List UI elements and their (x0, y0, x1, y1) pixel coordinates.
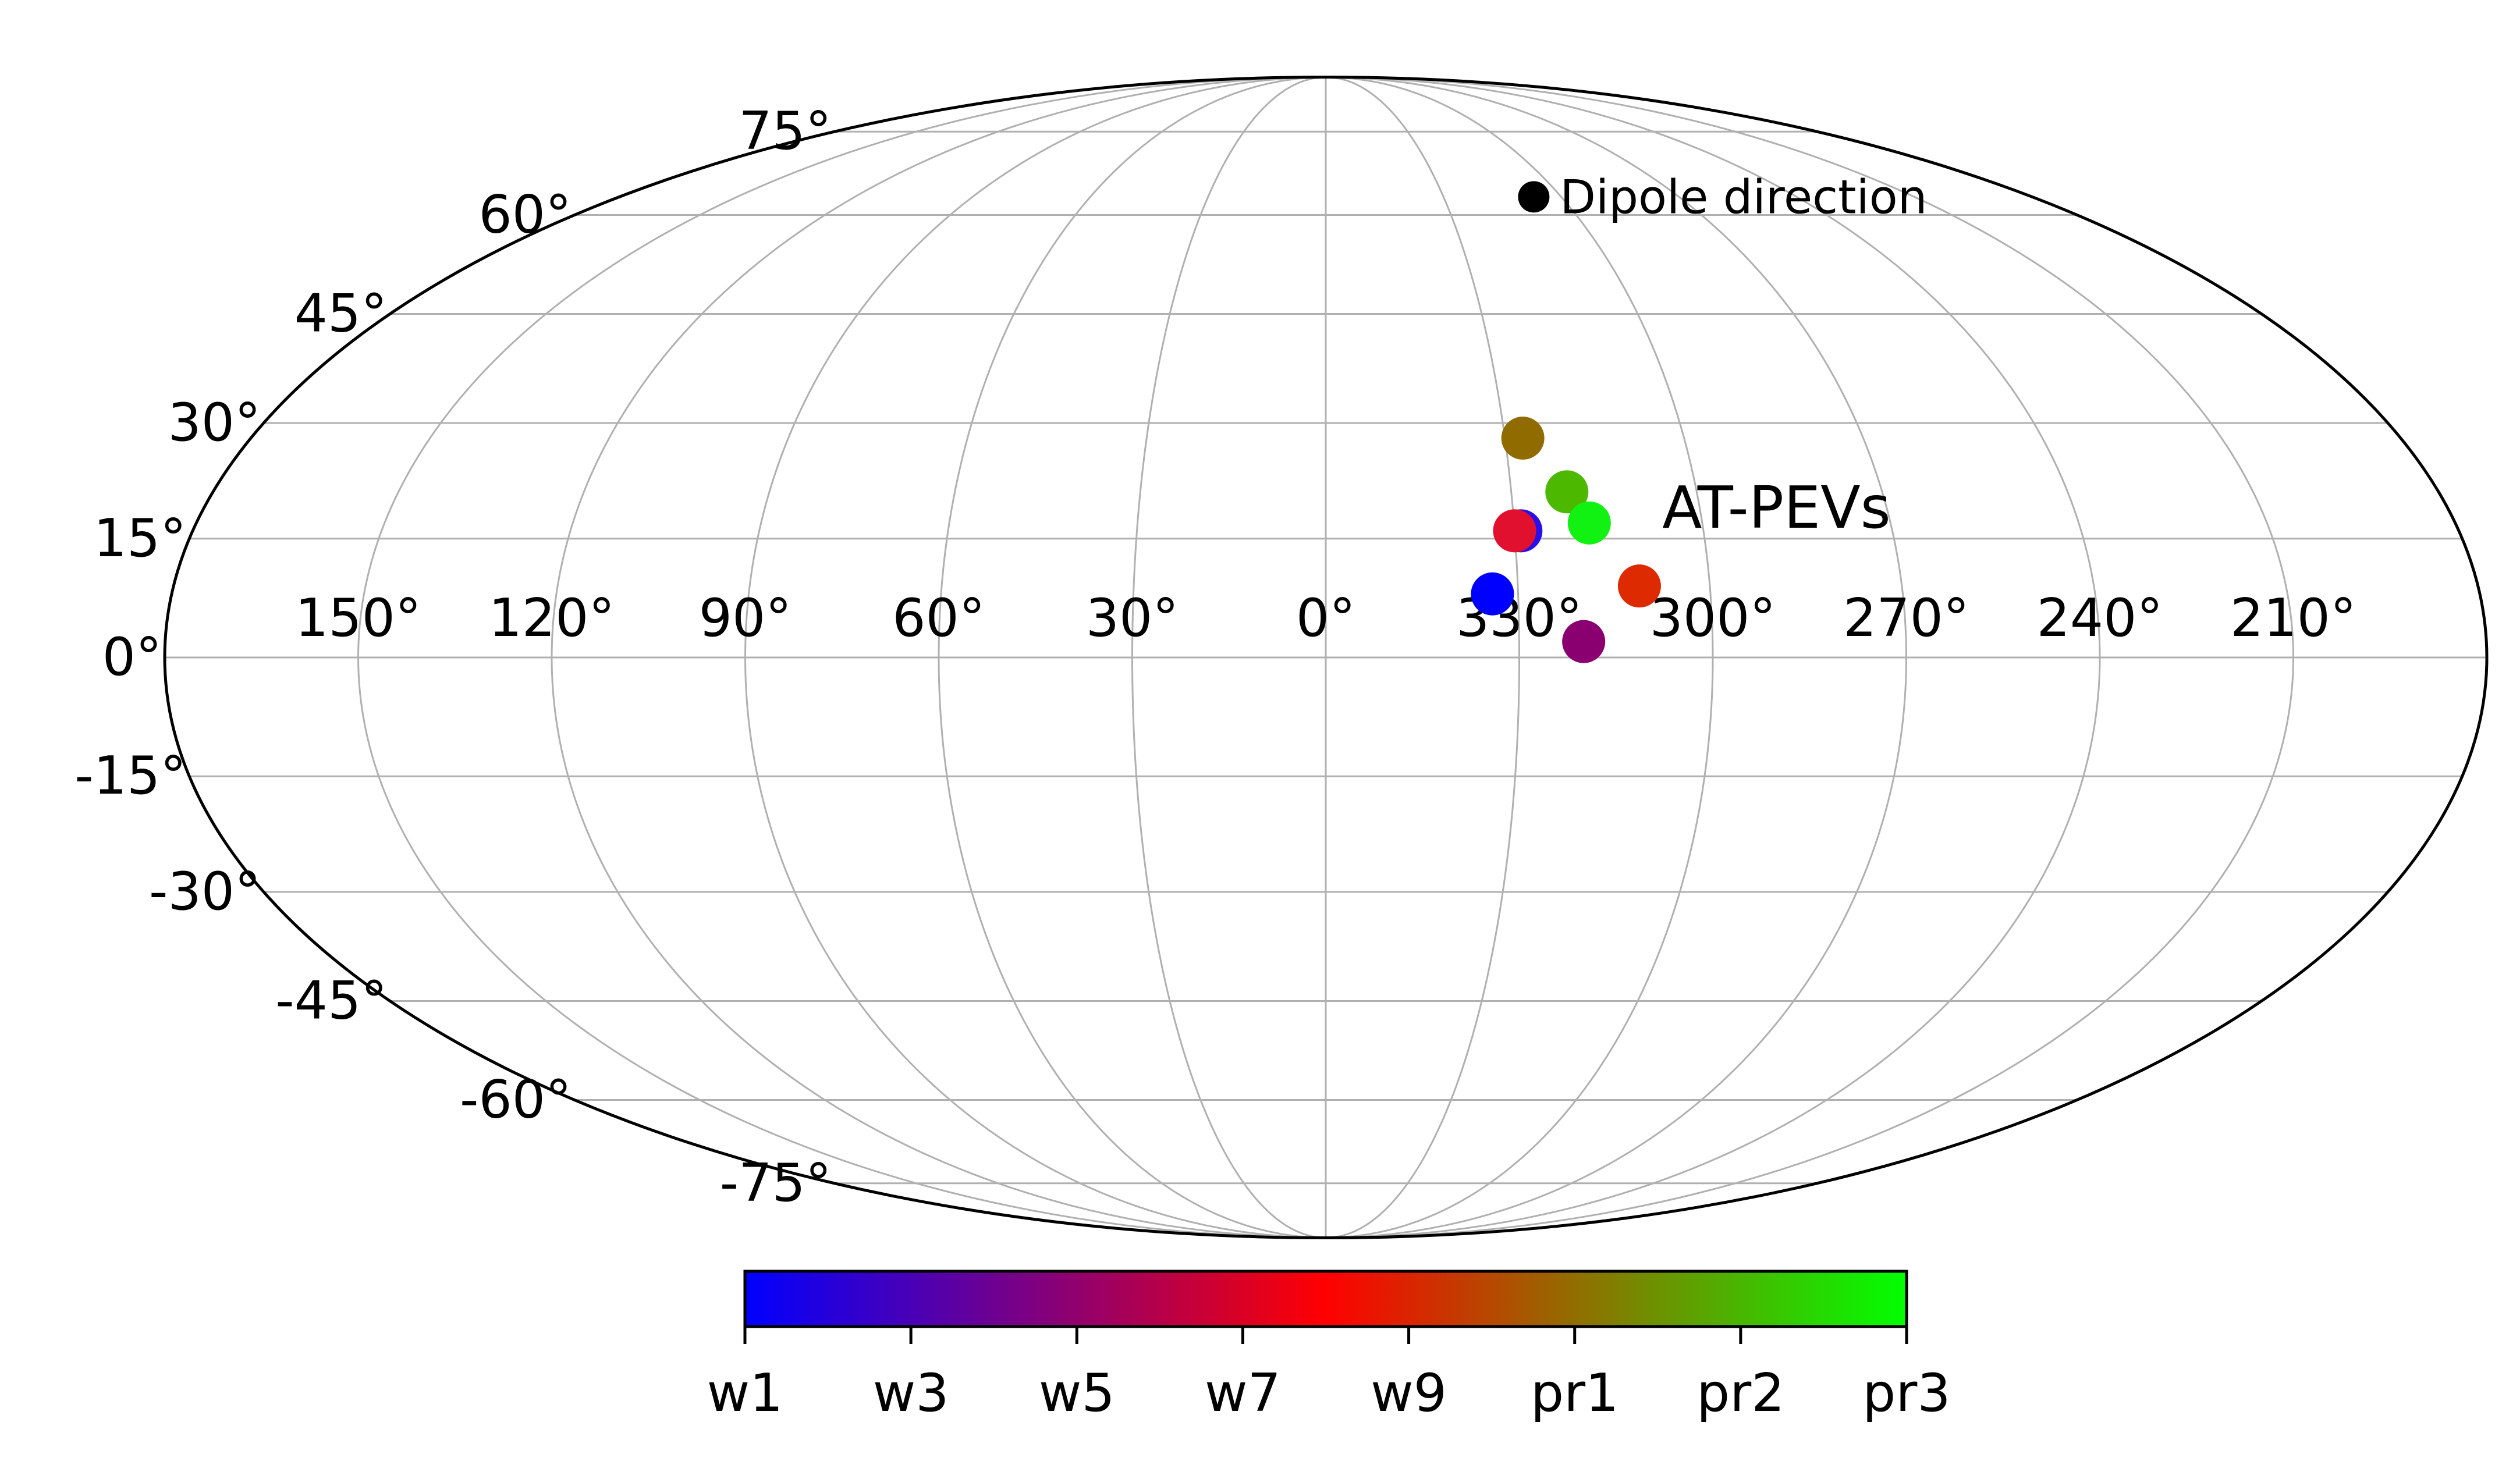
lon-tick-label: 300° (1650, 588, 1776, 649)
dipole-legend: Dipole direction (1518, 170, 1927, 224)
colorbar-tick-label: pr1 (1531, 1363, 1619, 1424)
lon-gridline (551, 76, 1326, 1239)
colorbar-tick-label: w9 (1371, 1363, 1447, 1424)
data-point (1567, 501, 1611, 545)
colorbar-tick-label: pr3 (1862, 1363, 1950, 1424)
lat-tick-label: 30° (168, 392, 261, 453)
dipole-label: Dipole direction (1560, 170, 1927, 224)
data-point (1501, 417, 1545, 460)
lat-tick-label: -60° (460, 1069, 572, 1130)
colorbar-tick-label: pr2 (1696, 1363, 1784, 1424)
lat-tick-label: 45° (294, 283, 388, 344)
data-point (1493, 509, 1536, 553)
longitude-labels: 150° 120° 90° 60° 30° 0° 330° 300° 270° 240° 210° (295, 588, 2356, 649)
lon-gridline (1131, 76, 1326, 1239)
data-point (1545, 470, 1589, 514)
lon-gridline (1325, 76, 1714, 1239)
colorbar-tick-label: w5 (1039, 1363, 1115, 1424)
dipole-marker (1518, 181, 1550, 213)
lat-tick-label: 75° (739, 101, 832, 162)
data-point (1617, 564, 1661, 608)
lon-tick-label: 0° (1296, 588, 1355, 649)
lon-tick-label: 210° (2230, 588, 2356, 649)
lat-tick-label: 15° (94, 508, 187, 569)
colorbar-tick-label: w1 (707, 1363, 783, 1424)
colorbar-gradient (743, 1270, 1908, 1328)
data-point (1471, 572, 1514, 616)
lon-gridline (1325, 76, 1521, 1239)
lon-gridline (1325, 76, 2101, 1239)
lat-tick-label: -30° (149, 861, 261, 922)
data-point (1562, 620, 1606, 663)
lat-tick-label: 0° (102, 627, 162, 688)
lon-gridline (357, 76, 1326, 1239)
lon-gridline (744, 76, 1326, 1239)
lon-tick-label: 30° (1086, 588, 1179, 649)
colorbar-tick-label: w7 (1205, 1363, 1281, 1424)
lat-tick-label: -15° (74, 745, 186, 806)
lon-tick-label: 150° (295, 588, 421, 649)
graticule (165, 76, 2487, 1239)
lat-tick-label: -45° (275, 970, 387, 1032)
lon-gridline (1325, 76, 1908, 1239)
lat-tick-label: -75° (720, 1153, 832, 1214)
colorbar: w1 w3 w5 w7 w9 pr1 pr2 pr3 (707, 1270, 1951, 1424)
lon-gridline (938, 76, 1326, 1239)
map-outline (163, 76, 2489, 1239)
lon-gridline (1325, 76, 2295, 1239)
data-points (1471, 417, 1661, 663)
colorbar-tick-label: w3 (873, 1363, 949, 1424)
lon-tick-label: 60° (892, 588, 985, 649)
lon-tick-label: 240° (2037, 588, 2163, 649)
lon-tick-label: 270° (1843, 588, 1969, 649)
lat-tick-label: 60° (478, 184, 572, 246)
at-pevs-annotation: AT-PEVs (1662, 474, 1891, 542)
latitude-labels: 75° 60° 45° 30° 15° 0° -15° -30°-45° -60° -75° (74, 101, 832, 1214)
map-boundary (163, 76, 2489, 1239)
lon-tick-label: 120° (489, 588, 615, 649)
lon-tick-label: 90° (699, 588, 792, 649)
